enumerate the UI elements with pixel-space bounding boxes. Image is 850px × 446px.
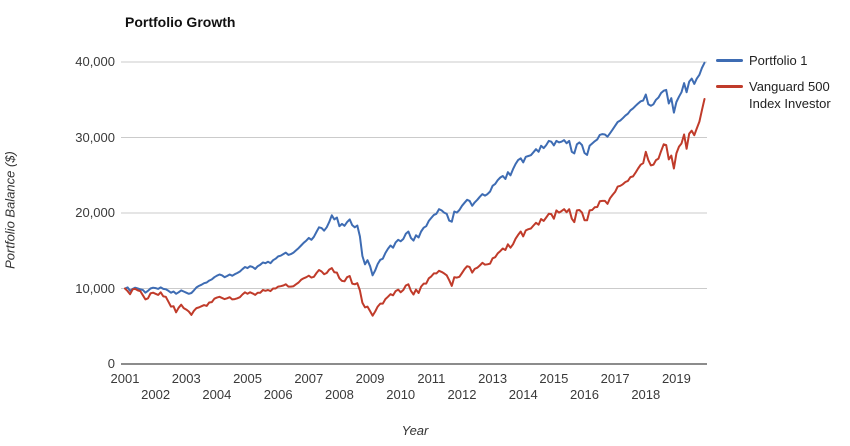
x-tick-label: 2001 xyxy=(110,371,140,386)
x-tick-label: 2007 xyxy=(294,371,324,386)
legend-label: Portfolio 1 xyxy=(749,53,808,68)
x-tick-label: 2010 xyxy=(386,387,416,402)
x-tick-label: 2013 xyxy=(478,371,508,386)
x-tick-label: 2004 xyxy=(202,387,232,402)
x-tick-label: 2018 xyxy=(631,387,661,402)
x-tick-label: 2011 xyxy=(417,371,446,386)
x-tick-label: 2015 xyxy=(539,371,569,386)
legend-line-icon xyxy=(716,59,743,62)
x-tick-label: 2016 xyxy=(570,387,599,402)
chart-title: Portfolio Growth xyxy=(125,14,236,30)
y-tick-label: 40,000 xyxy=(75,54,115,69)
x-tick-label: 2019 xyxy=(661,371,691,386)
x-tick-label: 2005 xyxy=(233,371,262,386)
y-tick-label: 30,000 xyxy=(75,129,115,145)
x-tick-label: 2002 xyxy=(141,387,171,402)
x-tick-label: 2017 xyxy=(600,371,630,386)
legend: Portfolio 1 Vanguard 500 Index Investor xyxy=(716,52,849,112)
x-tick-label: 2014 xyxy=(508,387,538,402)
series-line-portfolio-1[interactable] xyxy=(124,61,706,295)
x-tick-label: 2003 xyxy=(171,371,201,386)
y-tick-label: 0 xyxy=(107,356,115,371)
x-tick-label: 2009 xyxy=(355,371,385,386)
x-tick-label: 2012 xyxy=(447,387,477,402)
x-axis-title: Year xyxy=(401,423,429,438)
x-tick-label: 2006 xyxy=(263,387,293,402)
y-tick-label: 20,000 xyxy=(75,205,115,220)
x-tick-label: 2008 xyxy=(324,387,354,402)
legend-item-vanguard-500-index-investor[interactable]: Vanguard 500 Index Investor xyxy=(716,78,849,112)
y-tick-label: 10,000 xyxy=(75,280,115,296)
legend-line-icon xyxy=(716,85,743,88)
series-line-vanguard-500-index-investor[interactable] xyxy=(124,98,706,317)
legend-label: Vanguard 500 Index Investor xyxy=(749,79,831,111)
legend-item-portfolio-1[interactable]: Portfolio 1 xyxy=(716,52,849,69)
